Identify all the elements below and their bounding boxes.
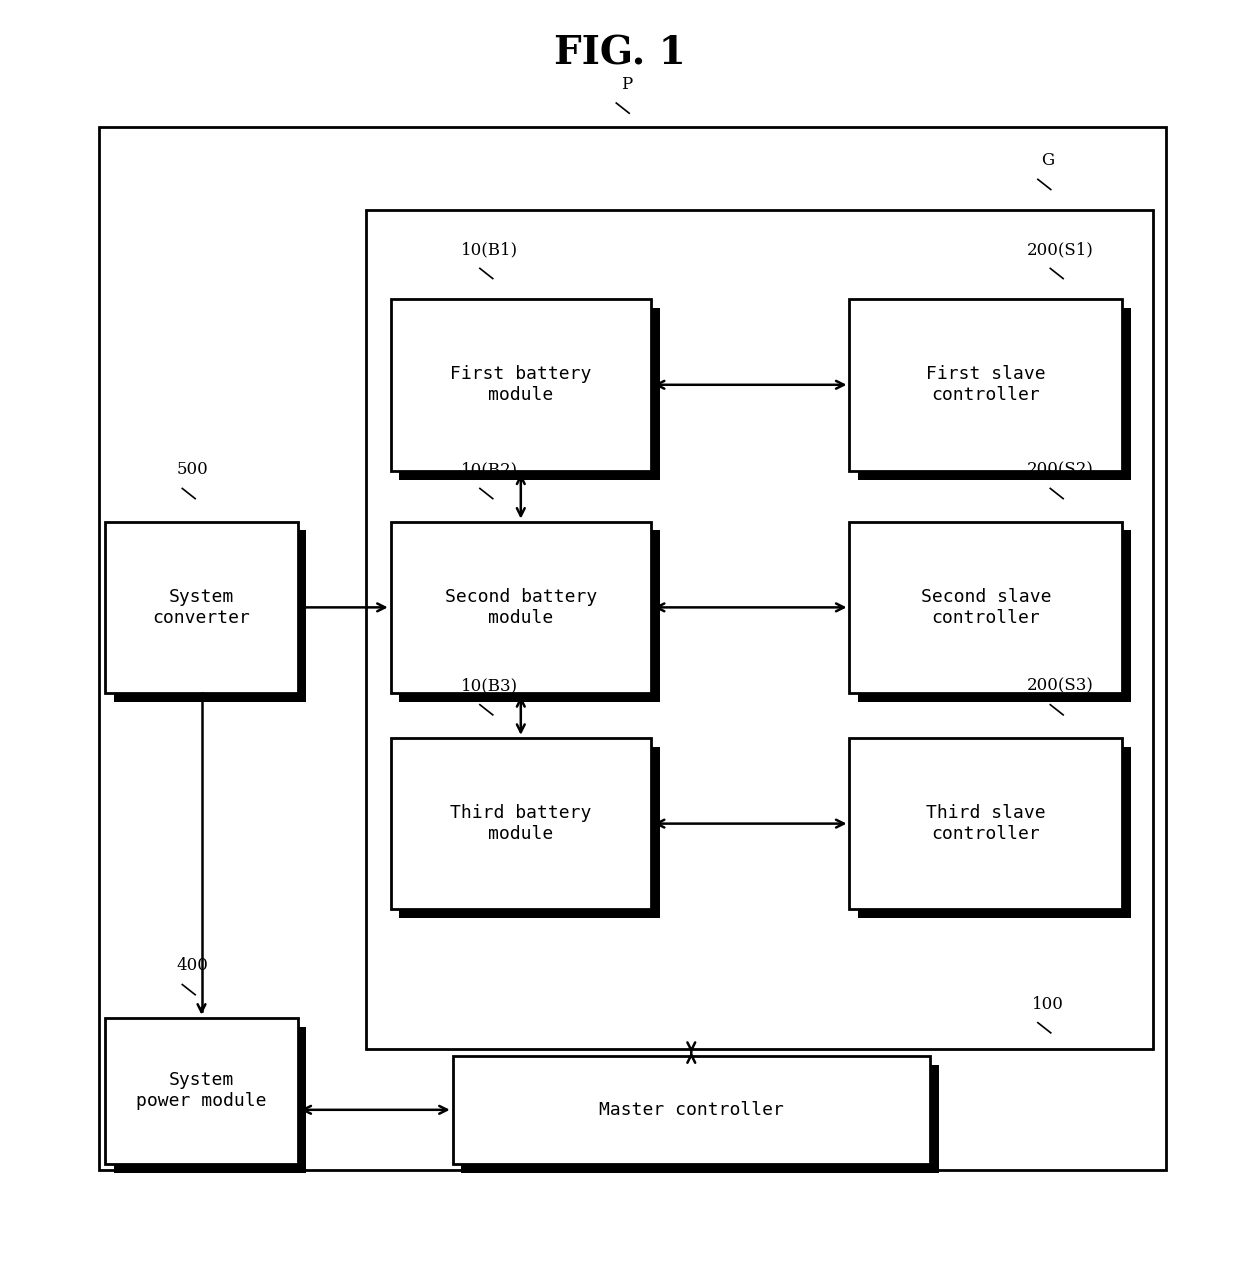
Text: Master controller: Master controller: [599, 1100, 784, 1119]
Bar: [399, 747, 660, 918]
Bar: [858, 308, 1131, 480]
Bar: [461, 1065, 939, 1173]
Text: FIG. 1: FIG. 1: [554, 34, 686, 73]
Bar: [105, 1018, 298, 1164]
Bar: [399, 530, 660, 702]
Text: 200(S3): 200(S3): [1027, 678, 1094, 695]
Bar: [849, 299, 1122, 471]
Bar: [391, 738, 651, 909]
Bar: [858, 530, 1131, 702]
Text: 10(B1): 10(B1): [461, 242, 518, 258]
Bar: [849, 738, 1122, 909]
Bar: [391, 522, 651, 693]
Text: 10(B2): 10(B2): [461, 462, 518, 478]
Text: 100: 100: [1032, 996, 1064, 1013]
Text: System
converter: System converter: [153, 588, 250, 627]
Text: P: P: [620, 76, 632, 93]
Bar: [114, 1027, 306, 1173]
Bar: [858, 747, 1131, 918]
Bar: [849, 522, 1122, 693]
Text: Third slave
controller: Third slave controller: [926, 804, 1045, 843]
Text: First slave
controller: First slave controller: [926, 365, 1045, 404]
Text: G: G: [1042, 153, 1054, 169]
Text: 200(S1): 200(S1): [1027, 242, 1094, 258]
Bar: [366, 210, 1153, 1049]
Text: Second slave
controller: Second slave controller: [920, 588, 1052, 627]
Text: 200(S2): 200(S2): [1027, 462, 1094, 478]
Text: 500: 500: [176, 462, 208, 478]
Text: Third battery
module: Third battery module: [450, 804, 591, 843]
Bar: [391, 299, 651, 471]
Text: 10(B3): 10(B3): [461, 678, 518, 695]
Bar: [114, 530, 306, 702]
Bar: [99, 127, 1166, 1170]
Bar: [105, 522, 298, 693]
Text: 400: 400: [176, 958, 208, 974]
Bar: [399, 308, 660, 480]
Text: System
power module: System power module: [136, 1071, 267, 1110]
Text: First battery
module: First battery module: [450, 365, 591, 404]
Text: Second battery
module: Second battery module: [445, 588, 596, 627]
Bar: [453, 1056, 930, 1164]
